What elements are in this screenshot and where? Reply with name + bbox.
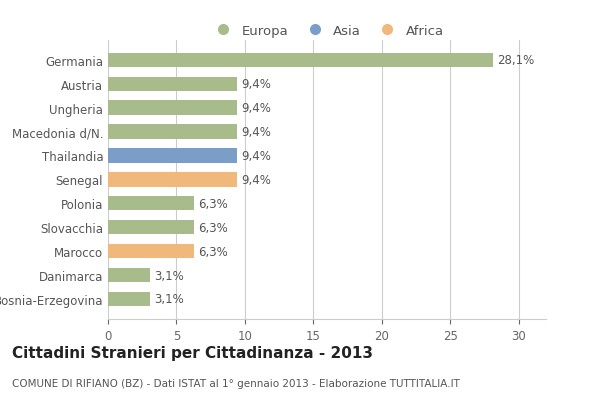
Text: 3,1%: 3,1%: [155, 293, 184, 306]
Bar: [108, 244, 194, 258]
Text: 9,4%: 9,4%: [241, 173, 271, 187]
Bar: [108, 220, 194, 235]
Text: 9,4%: 9,4%: [241, 150, 271, 163]
Text: Cittadini Stranieri per Cittadinanza - 2013: Cittadini Stranieri per Cittadinanza - 2…: [12, 346, 373, 361]
Text: 6,3%: 6,3%: [199, 197, 228, 210]
Text: 6,3%: 6,3%: [199, 245, 228, 258]
Text: 28,1%: 28,1%: [497, 54, 534, 67]
Text: 9,4%: 9,4%: [241, 78, 271, 91]
Bar: [108, 197, 194, 211]
Text: 9,4%: 9,4%: [241, 126, 271, 139]
Bar: [108, 173, 236, 187]
Bar: [108, 268, 151, 283]
Text: 9,4%: 9,4%: [241, 102, 271, 115]
Bar: [108, 292, 151, 306]
Bar: [108, 77, 236, 92]
Text: 6,3%: 6,3%: [199, 221, 228, 234]
Legend: Europa, Asia, Africa: Europa, Asia, Africa: [205, 20, 449, 43]
Bar: [108, 101, 236, 116]
Text: 3,1%: 3,1%: [155, 269, 184, 282]
Bar: [108, 149, 236, 163]
Text: COMUNE DI RIFIANO (BZ) - Dati ISTAT al 1° gennaio 2013 - Elaborazione TUTTITALIA: COMUNE DI RIFIANO (BZ) - Dati ISTAT al 1…: [12, 378, 460, 388]
Bar: [108, 125, 236, 139]
Bar: [108, 54, 493, 68]
